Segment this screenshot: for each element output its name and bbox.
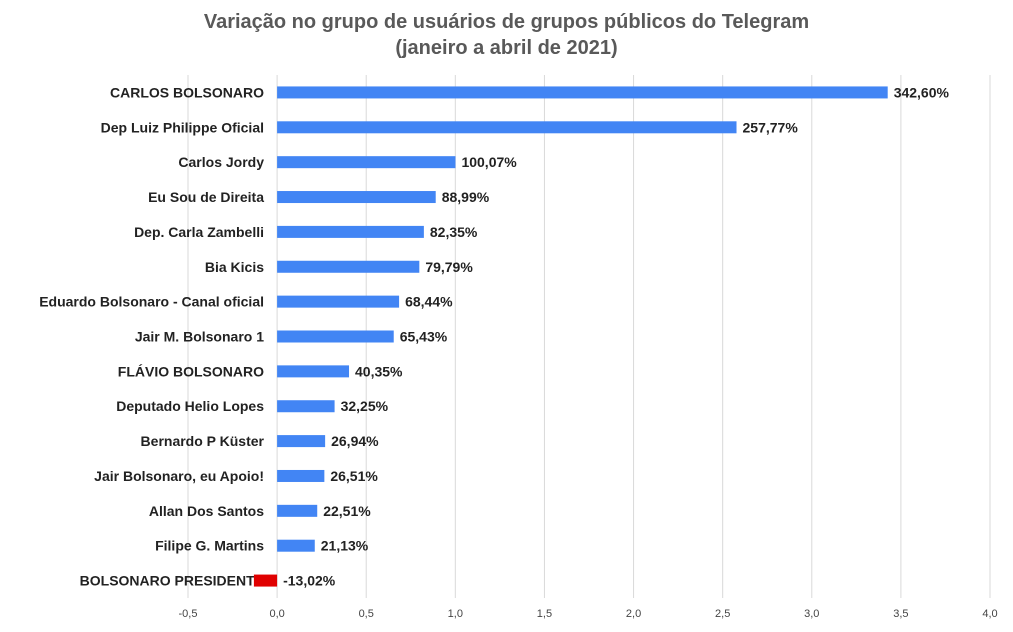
category-label: Bernardo P Küster	[141, 433, 265, 449]
bar	[277, 121, 737, 134]
x-tick-label: -0,5	[179, 608, 198, 620]
data-label: 65,43%	[400, 329, 448, 345]
x-tick-label: 1,5	[537, 608, 552, 620]
bar	[277, 504, 318, 517]
bar	[277, 225, 424, 238]
x-tick-label: 2,5	[715, 608, 730, 620]
data-label: 22,51%	[323, 503, 371, 519]
data-label: 26,94%	[331, 433, 379, 449]
category-label: Bia Kicis	[205, 259, 264, 275]
x-tick-label: 4,0	[982, 608, 997, 620]
bar	[277, 400, 335, 413]
bar	[277, 330, 394, 343]
category-label: Dep Luiz Philippe Oficial	[101, 119, 264, 135]
category-label: Dep. Carla Zambelli	[134, 224, 264, 240]
data-label: 21,13%	[321, 538, 369, 554]
category-label: Eu Sou de Direita	[148, 189, 264, 205]
bar	[277, 156, 456, 169]
x-tick-label: 3,5	[893, 608, 908, 620]
data-label: 342,60%	[894, 84, 950, 100]
x-tick-label: 3,0	[804, 608, 819, 620]
x-tick-label: 2,0	[626, 608, 641, 620]
category-label: Allan Dos Santos	[149, 503, 264, 519]
category-label: CARLOS BOLSONARO	[110, 84, 264, 100]
category-label: BOLSONARO PRESIDENTE	[80, 573, 264, 589]
data-label: -13,02%	[283, 573, 336, 589]
bar	[277, 86, 888, 99]
bar	[253, 574, 278, 587]
bar	[277, 365, 350, 378]
category-label: Carlos Jordy	[178, 154, 264, 170]
data-label: 40,35%	[355, 363, 403, 379]
category-label: Jair Bolsonaro, eu Apoio!	[94, 468, 264, 484]
bar	[277, 539, 315, 552]
bar	[277, 260, 420, 273]
data-label: 88,99%	[442, 189, 490, 205]
category-label: Deputado Helio Lopes	[116, 398, 264, 414]
data-label: 82,35%	[430, 224, 478, 240]
category-label: FLÁVIO BOLSONARO	[118, 363, 264, 379]
data-label: 32,25%	[341, 398, 389, 414]
x-tick-label: 0,0	[269, 608, 284, 620]
category-label: Jair M. Bolsonaro 1	[135, 329, 264, 345]
chart-title: Variação no grupo de usuários de grupos …	[203, 11, 810, 33]
bar	[277, 191, 436, 204]
x-tick-label: 0,5	[359, 608, 374, 620]
data-label: 26,51%	[330, 468, 378, 484]
category-label: Filipe G. Martins	[155, 538, 264, 554]
bar	[277, 295, 400, 308]
chart-subtitle: (janeiro a abril de 2021)	[395, 37, 618, 59]
data-label: 68,44%	[405, 294, 453, 310]
x-tick-label: 1,0	[448, 608, 463, 620]
data-label: 257,77%	[743, 119, 799, 135]
data-label: 79,79%	[425, 259, 473, 275]
bar	[277, 435, 326, 448]
bar	[277, 469, 325, 482]
category-label: Eduardo Bolsonaro - Canal oficial	[39, 294, 264, 310]
data-label: 100,07%	[461, 154, 517, 170]
